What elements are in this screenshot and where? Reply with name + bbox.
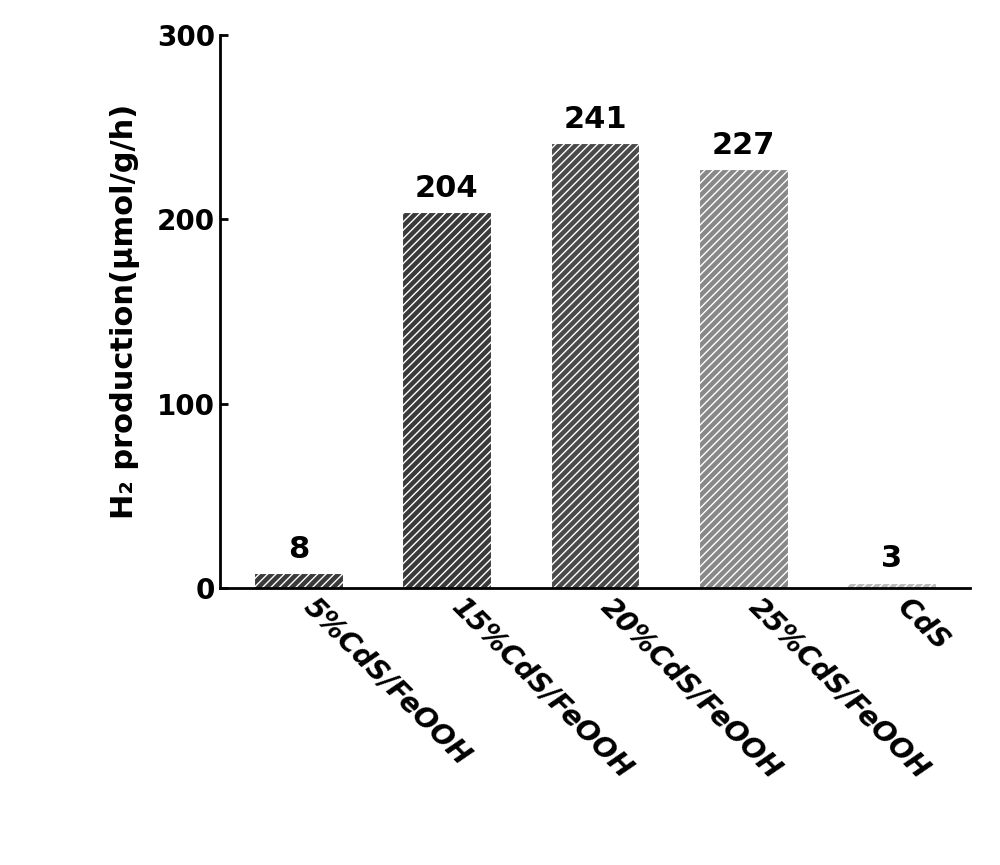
Bar — [254, 573, 343, 588]
Y-axis label: H₂ production(μmol/g/h): H₂ production(μmol/g/h) — [110, 104, 140, 519]
Text: 227: 227 — [712, 131, 775, 160]
Text: 8: 8 — [288, 535, 309, 564]
Bar — [847, 583, 936, 588]
Text: 3: 3 — [881, 544, 902, 573]
Text: 204: 204 — [415, 174, 479, 202]
Bar — [402, 212, 491, 588]
Bar — [551, 144, 639, 588]
Bar — [699, 170, 788, 588]
Text: 241: 241 — [563, 106, 627, 134]
